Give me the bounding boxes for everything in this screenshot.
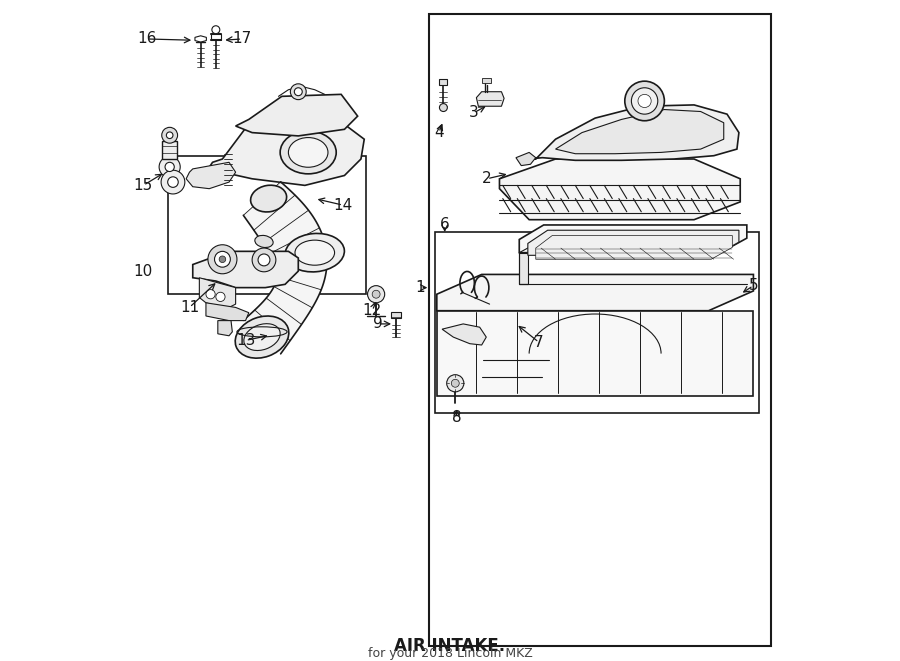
Text: 7: 7: [535, 335, 544, 350]
Circle shape: [638, 95, 652, 108]
Circle shape: [291, 84, 306, 100]
Text: 15: 15: [134, 178, 153, 193]
Polygon shape: [500, 159, 740, 219]
Circle shape: [625, 81, 664, 121]
Circle shape: [206, 290, 215, 299]
Ellipse shape: [280, 131, 337, 174]
Polygon shape: [527, 230, 739, 255]
Bar: [482, 78, 490, 83]
Polygon shape: [436, 274, 753, 311]
Polygon shape: [442, 324, 486, 345]
Text: 4: 4: [434, 125, 444, 140]
Text: 13: 13: [236, 333, 256, 348]
Text: AIR INTAKE.: AIR INTAKE.: [394, 637, 506, 655]
Text: 11: 11: [180, 300, 199, 315]
Polygon shape: [186, 163, 236, 188]
Ellipse shape: [250, 185, 286, 212]
Polygon shape: [243, 182, 327, 354]
Ellipse shape: [235, 316, 289, 358]
Text: 16: 16: [137, 32, 157, 46]
Text: 17: 17: [232, 32, 252, 46]
Polygon shape: [206, 303, 248, 321]
Circle shape: [446, 375, 464, 392]
Circle shape: [294, 88, 302, 96]
Text: 5: 5: [749, 278, 758, 293]
Polygon shape: [218, 321, 232, 336]
Text: 8: 8: [452, 410, 462, 425]
Polygon shape: [555, 110, 724, 154]
Circle shape: [451, 379, 459, 387]
Circle shape: [165, 163, 175, 172]
Ellipse shape: [295, 240, 335, 265]
Text: 6: 6: [440, 217, 450, 233]
Text: 9: 9: [373, 317, 382, 331]
Circle shape: [161, 171, 184, 194]
Circle shape: [219, 256, 226, 262]
Circle shape: [258, 254, 270, 266]
Text: for your 2018 Lincoln MKZ: for your 2018 Lincoln MKZ: [367, 647, 533, 660]
Circle shape: [212, 26, 220, 34]
Text: 1: 1: [416, 280, 425, 295]
Polygon shape: [436, 311, 753, 397]
Circle shape: [208, 245, 237, 274]
Circle shape: [214, 251, 230, 267]
Bar: [429, 14, 770, 646]
Ellipse shape: [244, 324, 280, 350]
Circle shape: [252, 248, 276, 272]
Text: 3: 3: [469, 105, 479, 120]
Polygon shape: [536, 235, 733, 259]
Ellipse shape: [288, 137, 328, 167]
Bar: [168, 156, 366, 294]
Polygon shape: [206, 120, 364, 185]
Ellipse shape: [255, 235, 273, 247]
Polygon shape: [519, 253, 527, 284]
Text: 14: 14: [334, 198, 353, 213]
Circle shape: [167, 176, 178, 187]
Circle shape: [632, 88, 658, 114]
Bar: [391, 311, 401, 318]
Circle shape: [373, 290, 380, 298]
Polygon shape: [529, 105, 739, 161]
Polygon shape: [519, 225, 747, 253]
Bar: [436, 231, 759, 413]
Text: 10: 10: [134, 264, 153, 279]
Polygon shape: [236, 95, 357, 136]
Polygon shape: [193, 251, 298, 288]
Circle shape: [216, 292, 225, 301]
Circle shape: [162, 128, 177, 143]
Polygon shape: [195, 36, 206, 42]
Ellipse shape: [285, 233, 345, 272]
Circle shape: [439, 104, 447, 112]
Polygon shape: [516, 153, 536, 166]
Bar: [162, 141, 177, 159]
Circle shape: [367, 286, 384, 303]
Circle shape: [166, 132, 173, 139]
Bar: [439, 79, 447, 85]
Circle shape: [159, 157, 180, 177]
Polygon shape: [476, 92, 504, 106]
Text: 2: 2: [482, 171, 491, 186]
Text: 12: 12: [363, 303, 382, 318]
Polygon shape: [199, 278, 236, 311]
